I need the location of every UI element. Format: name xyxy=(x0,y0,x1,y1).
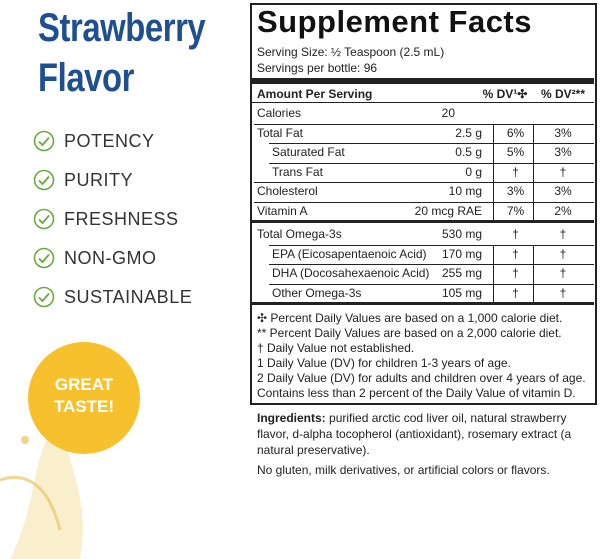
ingredients-note: No gluten, milk derivatives, or artifici… xyxy=(257,463,550,477)
check-icon xyxy=(33,247,55,269)
row-dv: † xyxy=(512,227,519,241)
row-amount: 20 xyxy=(441,106,455,120)
title: Flavor xyxy=(38,56,134,100)
column-head: Amount Per Serving xyxy=(257,87,373,101)
row-amount: 20 mcg RAE xyxy=(414,203,482,218)
row-label: Cholesterol xyxy=(257,184,318,198)
row-amount: 10 mg xyxy=(448,184,482,198)
ingredients-text: purified arctic cod liver oil, natural s… xyxy=(257,411,572,457)
row-label: Total Fat xyxy=(257,125,304,140)
column-head: % DV¹✣ xyxy=(482,87,528,101)
thick-rule xyxy=(252,78,594,84)
check-icon xyxy=(33,208,55,230)
row-dv: 3% xyxy=(506,184,525,198)
row-amount: 530 mg xyxy=(441,227,482,241)
row-label: Calories xyxy=(257,106,302,120)
row-label: EPA (Eicosapentaenoic Acid) xyxy=(272,246,427,261)
rule xyxy=(269,264,594,265)
rule xyxy=(254,182,594,183)
badge-text: TASTE! xyxy=(53,397,115,416)
row-label: DHA (Docosahexaenoic Acid) xyxy=(272,266,430,280)
rule xyxy=(269,143,594,144)
row-amount: 105 mg xyxy=(441,285,482,300)
rule xyxy=(269,162,594,164)
col-rule xyxy=(493,245,494,303)
row-amount: 0.5 g xyxy=(455,145,482,159)
row-dv: † xyxy=(559,266,567,280)
row-label: Vitamin A xyxy=(257,203,308,218)
feature: PURITY xyxy=(64,170,134,190)
badge-text: GREAT xyxy=(54,375,114,394)
row-dv: † xyxy=(512,246,519,261)
row-dv: 6% xyxy=(506,125,525,140)
servings: Servings per bottle: 96 xyxy=(257,61,378,75)
row-amount: 0 g xyxy=(465,164,482,179)
oil-splash xyxy=(0,420,83,559)
row-dv: 3% xyxy=(554,125,572,140)
check-icon xyxy=(33,169,55,191)
column-head: % DV²** xyxy=(540,87,585,101)
row-dv: † xyxy=(512,285,519,300)
row-dv: † xyxy=(559,164,567,179)
row-dv: † xyxy=(559,227,567,241)
check-icon xyxy=(33,130,55,152)
rule xyxy=(254,123,594,125)
feature: NON-GMO xyxy=(64,248,157,268)
badge xyxy=(28,342,140,454)
row-dv: † xyxy=(559,285,567,300)
row-dv: 2% xyxy=(554,203,572,218)
row-amount: 170 mg xyxy=(441,246,482,261)
row-label: Total Omega-3s xyxy=(257,227,342,241)
row-dv: 5% xyxy=(506,145,525,159)
row-label: Saturated Fat xyxy=(272,145,345,159)
rule xyxy=(252,102,594,103)
col-rule xyxy=(493,124,494,221)
row-dv: 3% xyxy=(554,145,572,159)
footnote: 1 Daily Value (DV) for children 1-3 year… xyxy=(257,356,511,370)
footnote: ** Percent Daily Values are based on a 2… xyxy=(257,326,562,340)
col-rule xyxy=(533,245,534,303)
row-amount: 2.5 g xyxy=(455,125,482,140)
row-dv: 3% xyxy=(554,184,572,198)
check-icon xyxy=(33,286,55,308)
rule xyxy=(254,201,594,203)
row-label: Trans Fat xyxy=(272,164,323,179)
rule xyxy=(269,244,594,246)
facts-box xyxy=(250,3,597,405)
row-dv: † xyxy=(512,266,519,280)
row-dv: 7% xyxy=(506,203,525,218)
footnote: ✣ Percent Daily Values are based on a 1,… xyxy=(257,311,563,325)
feature: FRESHNESS xyxy=(64,209,179,229)
footnote: Contains less than 2 percent of the Dail… xyxy=(257,386,576,400)
row-amount: 255 mg xyxy=(441,266,482,280)
col-rule xyxy=(533,124,534,221)
feature: SUSTAINABLE xyxy=(64,287,193,307)
title: Strawberry xyxy=(38,6,206,50)
feature: POTENCY xyxy=(64,131,155,151)
thick-rule xyxy=(252,302,594,305)
rule xyxy=(269,283,594,285)
ingredients-label: Ingredients: xyxy=(257,411,326,425)
row-dv: † xyxy=(512,164,519,179)
row-dv: † xyxy=(559,246,567,261)
footnote: 2 Daily Value (DV) for adults and childr… xyxy=(257,371,586,385)
footnote: † Daily Value not established. xyxy=(257,341,415,355)
facts-title: Supplement Facts xyxy=(257,4,532,39)
row-label: Other Omega-3s xyxy=(272,285,362,300)
serving-size: Serving Size: ½ Teaspoon (2.5 mL) xyxy=(257,45,445,59)
thick-rule xyxy=(252,220,594,223)
ingredients: Ingredients: purified arctic cod liver o… xyxy=(257,410,592,478)
